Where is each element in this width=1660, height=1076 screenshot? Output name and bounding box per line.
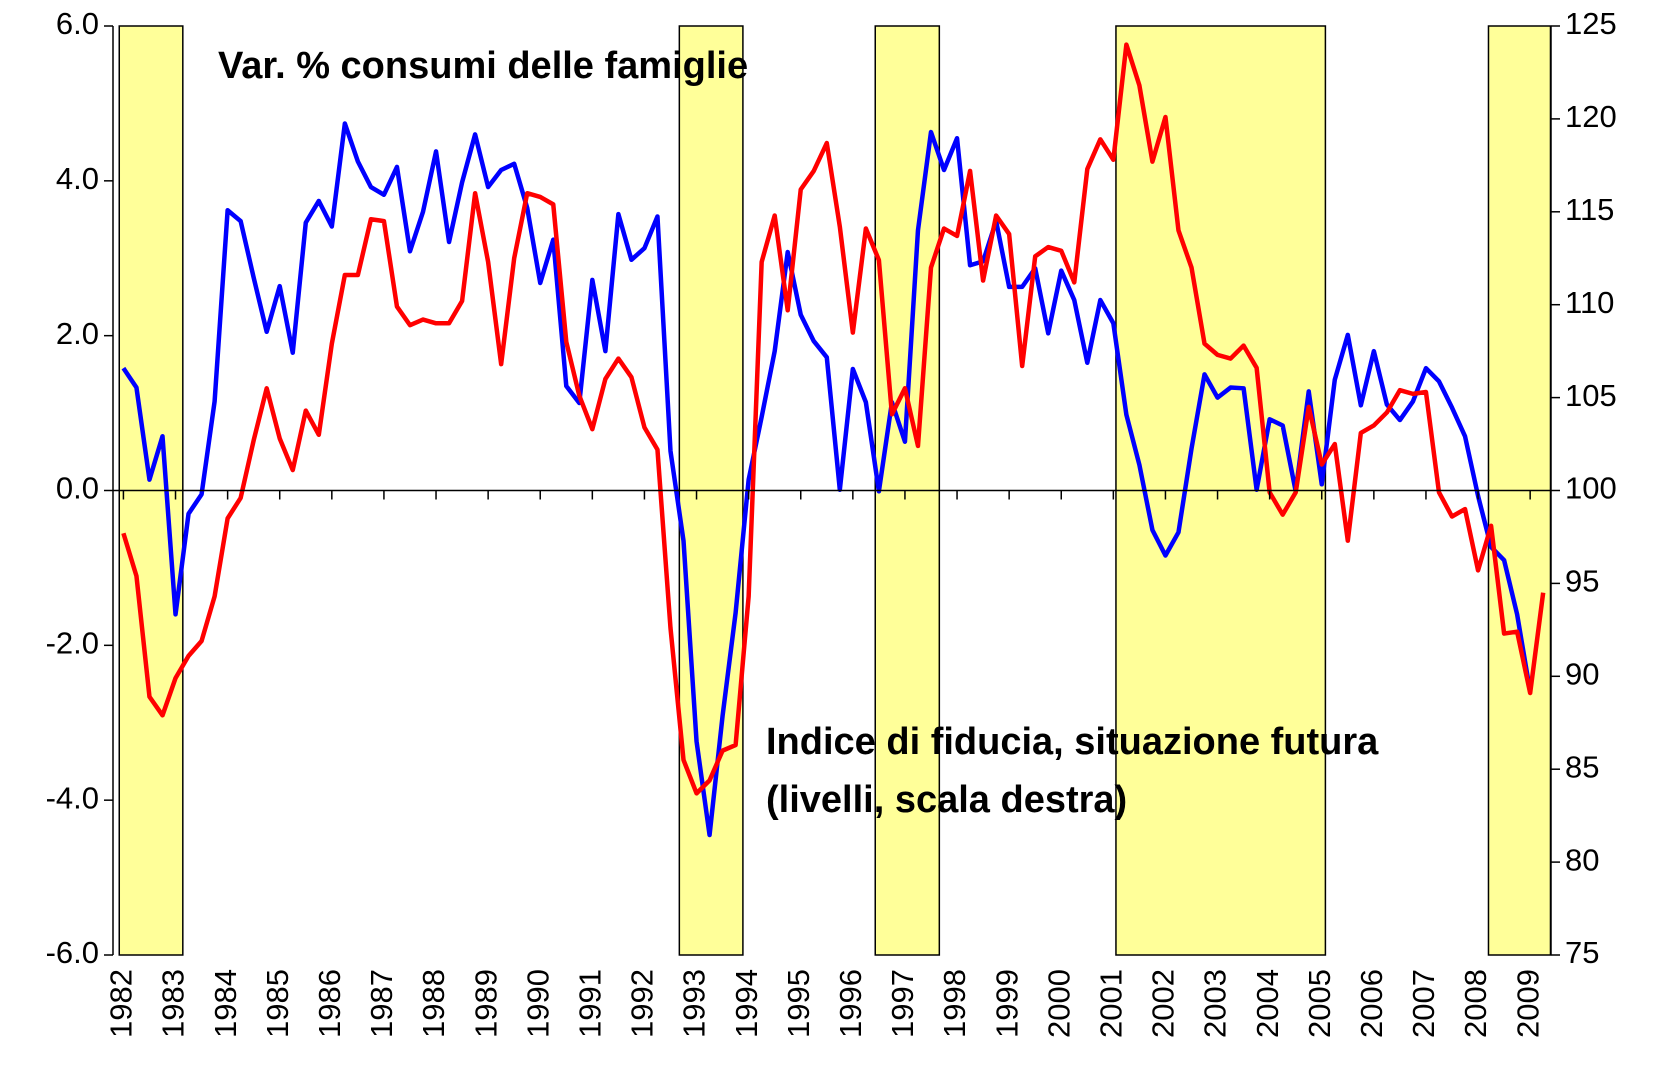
x-tick-label: 1993 [677, 969, 712, 1038]
y2-tick-label: 125 [1565, 6, 1617, 41]
y2-tick-label: 110 [1565, 285, 1614, 320]
x-tick-label: 1995 [781, 969, 816, 1038]
x-tick-label: 1994 [729, 969, 764, 1038]
x-tick-label: 2007 [1406, 969, 1441, 1038]
x-tick-label: 1998 [937, 969, 972, 1038]
y-tick-label: -6.0 [46, 935, 99, 970]
x-tick-label: 2000 [1041, 969, 1076, 1038]
y2-tick-label: 115 [1565, 192, 1614, 227]
x-tick-label: 1997 [885, 969, 920, 1038]
x-tick-label: 1989 [468, 969, 503, 1038]
y2-tick-label: 80 [1565, 842, 1599, 877]
y2-tick-label: 95 [1565, 564, 1599, 599]
y2-tick-label: 100 [1565, 471, 1617, 506]
y-tick-label: -2.0 [46, 626, 99, 661]
x-tick-label: 1985 [260, 969, 295, 1038]
x-tick-label: 2006 [1354, 969, 1389, 1038]
annotation: Var. % consumi delle famiglie [218, 45, 748, 87]
x-tick-label: 2009 [1510, 969, 1545, 1038]
x-tick-label: 1983 [156, 969, 191, 1038]
series-line [121, 42, 1546, 796]
x-tick-label: 1991 [573, 969, 608, 1038]
x-tick-label: 2004 [1250, 969, 1285, 1038]
x-tick-label: 1999 [989, 969, 1024, 1038]
axes: -6.0 -4.0 -2.0 0.0 2.0 4.0 6.0 75 80 85 90 95 100 105… [46, 6, 1617, 1038]
x-tick-label: 1982 [104, 969, 139, 1038]
x-tick-label: 2008 [1458, 969, 1493, 1038]
y2-tick-label: 85 [1565, 749, 1599, 784]
x-tick-label: 2003 [1198, 969, 1233, 1038]
y-tick-label: -4.0 [46, 780, 99, 815]
annotation: (livelli, scala destra) [766, 779, 1127, 821]
x-tick-label: 1986 [312, 969, 347, 1038]
y-tick-label: 6.0 [56, 6, 99, 41]
x-tick-label: 1987 [364, 969, 399, 1038]
annotation: Indice di fiducia, situazione futura [766, 721, 1379, 763]
y-tick-label: 2.0 [56, 316, 99, 351]
x-tick-label: 2002 [1146, 969, 1181, 1038]
y-tick-label: 0.0 [56, 471, 99, 506]
y2-tick-label: 105 [1565, 378, 1617, 413]
y2-tick-label: 120 [1565, 99, 1617, 134]
y2-tick-label: 90 [1565, 656, 1599, 691]
x-tick-label: 2005 [1302, 969, 1337, 1038]
y2-tick-label: 75 [1565, 935, 1599, 970]
y-tick-label: 4.0 [56, 161, 99, 196]
x-tick-label: 1990 [520, 969, 555, 1038]
x-tick-label: 1984 [208, 969, 243, 1038]
lines [121, 42, 1546, 838]
x-tick-label: 2001 [1094, 969, 1129, 1038]
x-tick-label: 1992 [625, 969, 660, 1038]
x-tick-label: 1988 [416, 969, 451, 1038]
x-tick-label: 1996 [833, 969, 868, 1038]
